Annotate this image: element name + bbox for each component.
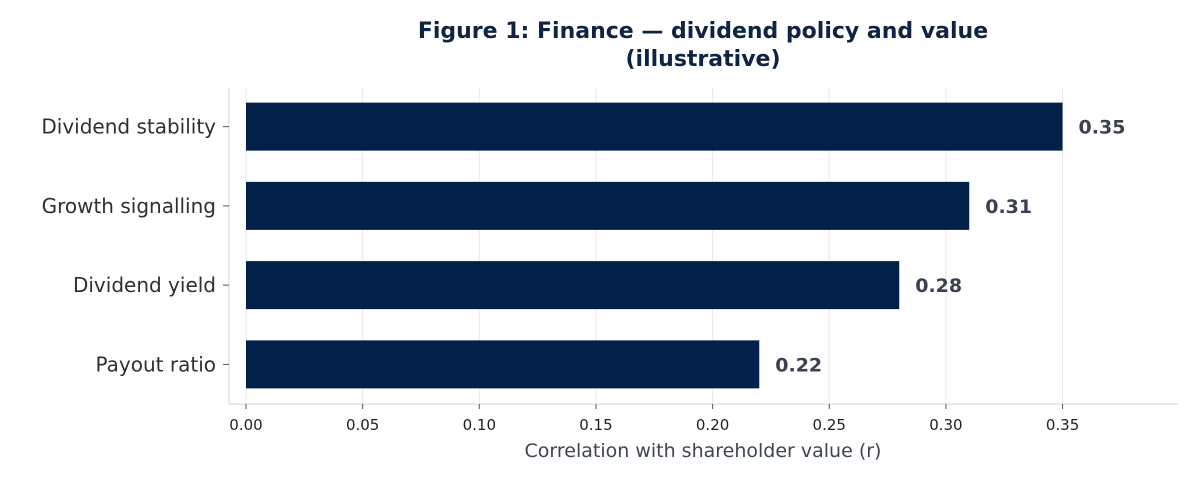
x-tick-label: 0.10 xyxy=(463,416,496,434)
x-tick-label: 0.20 xyxy=(696,416,729,434)
x-axis-title: Correlation with shareholder value (r) xyxy=(525,440,882,462)
category-labels: Dividend stability Growth signalling Divid… xyxy=(41,115,229,376)
value-labels: 0.35 0.31 0.28 0.22 xyxy=(775,117,1125,377)
data-label: 0.31 xyxy=(985,196,1032,218)
data-label: 0.35 xyxy=(1079,117,1126,139)
data-label: 0.28 xyxy=(915,275,962,297)
x-tick-label: 0.30 xyxy=(929,416,962,434)
bar xyxy=(246,181,970,230)
bar xyxy=(246,340,760,389)
x-tick-label: 0.15 xyxy=(579,416,612,434)
category-label: Dividend stability xyxy=(41,115,216,139)
x-tick-label: 0.05 xyxy=(346,416,379,434)
category-label: Payout ratio xyxy=(96,352,216,376)
x-tick-label: 0.00 xyxy=(229,416,262,434)
chart-title-line-2: (illustrative) xyxy=(625,47,780,72)
category-label: Growth signalling xyxy=(42,194,216,218)
x-ticks: 0.00 0.05 0.10 0.15 0.20 0.25 0.30 0.35 xyxy=(229,404,1079,434)
chart-title-line-1: Figure 1: Finance — dividend policy and … xyxy=(418,19,988,44)
bar xyxy=(246,261,900,310)
category-label: Dividend yield xyxy=(73,273,216,297)
bars xyxy=(246,102,1063,389)
data-label: 0.22 xyxy=(775,354,822,376)
x-tick-label: 0.35 xyxy=(1046,416,1079,434)
bar xyxy=(246,102,1063,151)
axes xyxy=(228,88,1178,405)
x-tick-label: 0.25 xyxy=(813,416,846,434)
